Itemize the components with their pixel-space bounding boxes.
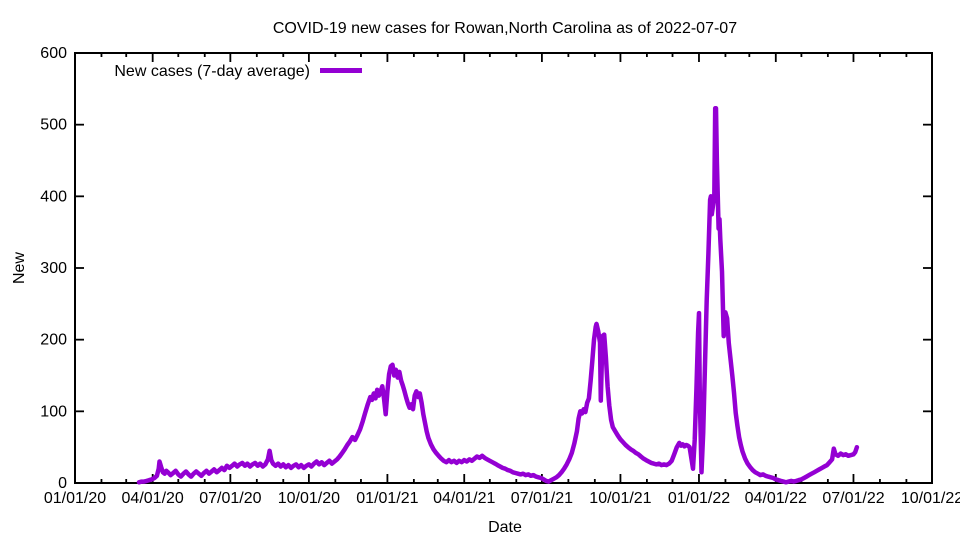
plot-border (74, 52, 933, 484)
legend-label: New cases (7-day average) (114, 63, 310, 80)
x-axis-title: Date (488, 519, 522, 536)
x-tick-label: 01/01/20 (44, 490, 106, 507)
y-tick-label: 500 (40, 117, 67, 134)
chart-title: COVID-19 new cases for Rowan,North Carol… (273, 20, 737, 37)
cases-line (136, 105, 860, 485)
x-tick-label: 10/01/22 (901, 490, 960, 507)
x-tick-label: 04/01/22 (745, 490, 807, 507)
x-tick-label: 04/01/20 (122, 490, 184, 507)
x-tick-label: 01/01/22 (668, 490, 730, 507)
x-tick-label: 01/01/21 (356, 490, 418, 507)
y-tick-label: 400 (40, 188, 67, 205)
x-tick-label: 07/01/20 (199, 490, 261, 507)
x-tick-label: 07/01/22 (822, 490, 884, 507)
y-tick-label: 100 (40, 403, 67, 420)
y-tick-label: 300 (40, 260, 67, 277)
x-tick-label: 10/01/21 (589, 490, 651, 507)
plot-area: 01/01/20 04/01/20 07/01/20 10/01/20 01/01/21… (40, 45, 960, 507)
x-tick-label: 04/01/21 (433, 490, 495, 507)
x-tick-label: 07/01/21 (511, 490, 573, 507)
y-axis-title: New (11, 252, 28, 284)
y-tick-label: 600 (40, 45, 67, 62)
y-tick-label: 0 (58, 475, 67, 492)
y-tick-label: 200 (40, 332, 67, 349)
x-tick-label: 10/01/20 (278, 490, 340, 507)
